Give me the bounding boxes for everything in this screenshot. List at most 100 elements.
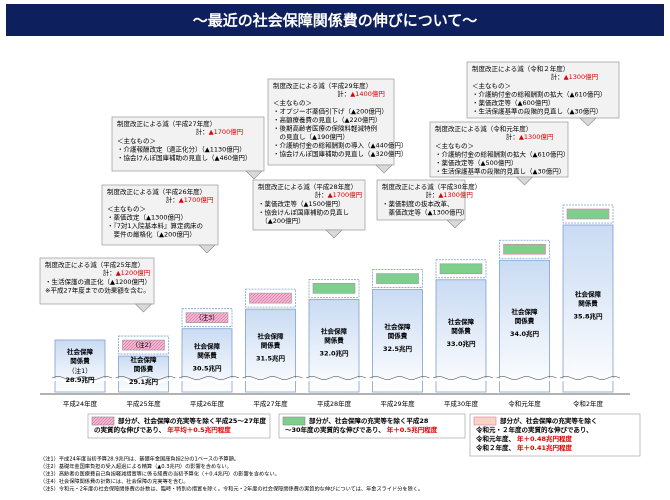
axis-break-edge bbox=[305, 376, 367, 380]
callout-line: ・介護納付金の総報酬割の拡大（▲610億円） bbox=[472, 90, 606, 99]
x-tick-label: 平成29年度 bbox=[380, 399, 415, 408]
axis-break bbox=[51, 378, 113, 384]
legend-text: 令和元・２年度の実質的な伸びであり、 bbox=[475, 425, 593, 434]
callout-arrow bbox=[134, 303, 153, 313]
callout-heading: 制度改正による減（平成25年度） bbox=[45, 260, 144, 269]
callout-line: ＜主なもの＞ bbox=[117, 136, 156, 145]
callout-total: ▲1300億円 bbox=[519, 132, 554, 141]
increment-box bbox=[122, 339, 165, 351]
callout-line: ・介護報酬改定（適正化分）（▲1130億円） bbox=[117, 145, 246, 154]
bar-text: 関係費 bbox=[515, 316, 535, 325]
increment-box bbox=[185, 312, 229, 323]
callout-line: ＜主なもの＞ bbox=[435, 141, 474, 150]
increment-frame bbox=[499, 239, 550, 259]
x-tick-label: 令和2年度 bbox=[573, 399, 604, 408]
legend-text: 令和２年度、 bbox=[475, 443, 515, 452]
callout-line: ・介護納付金の総報酬割の拡大（▲610億円） bbox=[435, 150, 569, 159]
value-label: 32.0兆円 bbox=[319, 349, 349, 358]
callout-heading: 制度改正による減（平成30年度） bbox=[382, 182, 481, 191]
callout-arrow bbox=[446, 219, 464, 229]
value-label: 29.1兆円 bbox=[129, 377, 159, 386]
increment-box bbox=[376, 273, 419, 284]
axis-break bbox=[432, 378, 494, 384]
x-tick-label: 平成24年度 bbox=[63, 399, 98, 408]
axis-break-edge bbox=[496, 376, 557, 380]
value-label: 32.5兆円 bbox=[383, 344, 413, 353]
callout-line: ＜主なもの＞ bbox=[472, 81, 511, 90]
note: （注1）平成24年度当初予算28.9兆円は、基礎年金国庫負担2分の1ベースの予算… bbox=[40, 455, 239, 463]
x-tick-label: 平成26年度 bbox=[190, 399, 225, 408]
callout-total: ▲1700億円 bbox=[209, 127, 244, 136]
axis-break-edge bbox=[178, 376, 240, 380]
legend-frame bbox=[469, 413, 641, 457]
callout-line: 薬価改定等（▲1300億円） bbox=[382, 208, 469, 217]
note: （注3）高齢者の医療費自己負担軽減措置等に係る経費の当初予算化（＋0.4兆円）の… bbox=[40, 470, 280, 478]
callout-arrow bbox=[198, 244, 216, 254]
bar-text: 社会保障 bbox=[321, 327, 348, 336]
callout-line: ※平成27年度までの効果額を含む。 bbox=[45, 286, 150, 295]
x-tick-label: 平成30年度 bbox=[444, 399, 479, 408]
legend-text: 部分が、社会保障の充実等を除く平成28 bbox=[309, 416, 429, 425]
bar-text: 社会保障 bbox=[575, 290, 602, 299]
callout-total: ▲1400億円 bbox=[350, 89, 385, 98]
bar bbox=[499, 259, 550, 393]
legend-text: 年＋0.5兆円程度 bbox=[387, 425, 438, 434]
axis-break-edge bbox=[369, 376, 430, 380]
callout-arrow bbox=[245, 170, 263, 180]
callout bbox=[101, 184, 219, 246]
bar-text: 社会保障 bbox=[67, 347, 94, 356]
value-label: 33.0兆円 bbox=[446, 339, 476, 348]
callout-arrow bbox=[375, 164, 393, 174]
axis-break bbox=[178, 378, 240, 384]
value-label: 30.5兆円 bbox=[192, 363, 222, 372]
x-tick-label: 令和元年度 bbox=[508, 399, 541, 408]
legend-swatch bbox=[473, 416, 497, 426]
legend-text: 年平均＋0.5兆円程度 bbox=[167, 425, 231, 434]
total-prefix: 計： bbox=[551, 72, 564, 81]
callout-line: ＜主なもの＞ bbox=[107, 204, 146, 213]
callout-line: ・オプジーボ薬価引下げ（▲200億円） bbox=[273, 107, 388, 116]
callout-total: ▲1700億円 bbox=[179, 195, 214, 204]
increment-box bbox=[312, 283, 356, 294]
callout bbox=[252, 179, 366, 231]
legend-text: 部分が、社会保障の充実等を除く bbox=[500, 416, 597, 425]
callout-arrow bbox=[515, 176, 534, 186]
callout-heading: 制度改正による減（平成26年度） bbox=[107, 187, 206, 196]
increment-box bbox=[249, 292, 292, 304]
legend-text: ～30年度の実質的な伸びであり、 bbox=[285, 425, 385, 434]
callout-line: 要件の厳格化（▲200億円） bbox=[107, 230, 196, 239]
bar bbox=[372, 289, 423, 393]
callout-total: ▲1300億円 bbox=[438, 190, 473, 199]
callout-heading: 制度改正による減（平成28年度） bbox=[258, 182, 357, 191]
total-prefix: 計： bbox=[337, 89, 350, 98]
callout-heading: 制度改正による減（令和元年度） bbox=[435, 124, 532, 133]
legend-text: 令和元年度、 bbox=[475, 434, 515, 443]
bar bbox=[118, 355, 169, 393]
bar bbox=[245, 308, 296, 393]
bar-text: 社会保障 bbox=[512, 307, 539, 316]
increment-box bbox=[566, 208, 610, 220]
axis-break bbox=[305, 378, 367, 384]
callout-line: ・薬価改定（▲1300億円） bbox=[107, 213, 187, 222]
axis-break bbox=[241, 378, 304, 384]
callout-line: ・高額療養費の見直し（▲220億円） bbox=[273, 115, 381, 124]
bar-text: 社会保障 bbox=[258, 332, 285, 341]
callout bbox=[267, 78, 395, 166]
bar bbox=[562, 224, 614, 393]
increment-frame bbox=[181, 308, 233, 328]
total-prefix: 計： bbox=[315, 190, 328, 199]
bar-text: 社会保障 bbox=[385, 322, 412, 331]
bar-note: （注1） bbox=[68, 366, 92, 375]
legend-frame bbox=[87, 413, 271, 439]
callout-line: ・協会けんぽ国庫補助の見直し（▲320億円） bbox=[273, 149, 407, 158]
bar-text: 社会保障 bbox=[194, 341, 221, 350]
axis-break-edge bbox=[242, 376, 303, 380]
x-tick-label: 平成25年度 bbox=[126, 399, 161, 408]
bar-text: 社会保障 bbox=[131, 355, 158, 364]
axis-break bbox=[559, 378, 621, 384]
x-tick-label: 平成27年度 bbox=[253, 399, 288, 408]
value-label: 28.9兆円 bbox=[65, 375, 95, 384]
increment-frame bbox=[308, 278, 360, 298]
callout-line: ＜主なもの＞ bbox=[273, 98, 312, 107]
